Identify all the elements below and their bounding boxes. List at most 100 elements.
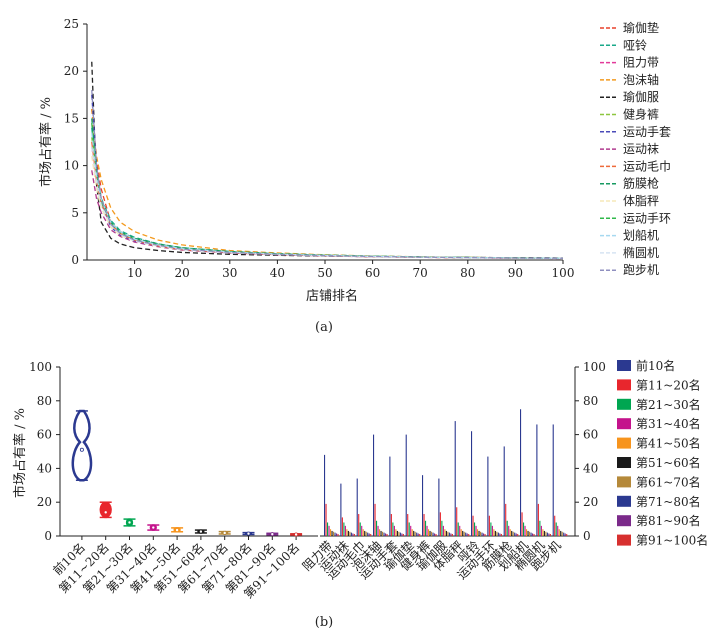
panel-b-bar	[545, 531, 547, 536]
panel-b-bar	[521, 512, 523, 536]
panel-b-bar	[536, 424, 538, 536]
panel-b-bar	[494, 530, 496, 536]
panel-b-bar	[508, 525, 510, 536]
panel-a-series-line	[91, 132, 564, 259]
panel-b-bar	[457, 522, 459, 536]
panel-b-bar	[341, 517, 343, 536]
panel-b-bar	[540, 525, 542, 536]
panel-a-legend-label: 体脂秤	[623, 193, 659, 208]
panel-b-bar	[511, 530, 513, 536]
panel-b-bar	[546, 532, 548, 536]
panel-a-ytick-label: 25	[64, 17, 79, 31]
panel-b-bar	[468, 533, 470, 536]
panel-b-legend-swatch	[617, 495, 631, 507]
panel-b-legend-label: 第21~30名	[636, 397, 701, 412]
panel-b-bar	[466, 533, 468, 536]
panel-b-bar	[350, 532, 352, 536]
panel-b-bar	[487, 456, 489, 536]
panel-b-left-ytick-label: 20	[37, 495, 52, 509]
panel-b-legend-label: 前10名	[636, 358, 675, 373]
panel-b-bar	[497, 532, 499, 536]
panel-a-legend-label: 划船机	[623, 229, 659, 243]
panel-b-bar	[364, 530, 366, 536]
panel-b-violin-median	[270, 532, 275, 537]
panel-b-bar	[352, 533, 354, 536]
panel-b-bar	[330, 529, 332, 536]
panel-a-legend-label: 瑜伽服	[623, 89, 659, 104]
panel-b-bar	[509, 529, 511, 536]
panel-b-bar	[434, 533, 436, 536]
panel-b-bar	[370, 533, 372, 536]
panel-b-legend-swatch	[617, 437, 631, 449]
panel-a-legend-label: 阻力带	[623, 56, 659, 70]
panel-b-bar	[564, 533, 566, 536]
panel-b-bar	[543, 530, 545, 536]
panel-b-bar	[561, 531, 563, 536]
panel-b-bar	[448, 532, 450, 536]
panel-a-series-line	[91, 108, 564, 259]
panel-b-bar	[512, 531, 514, 536]
panel-b-bar	[474, 522, 476, 536]
panel-a-series-line	[91, 146, 564, 260]
panel-a-series-line	[91, 127, 564, 259]
panel-b-bar	[459, 525, 461, 536]
panel-b-bar	[451, 533, 453, 536]
panel-a-series-line	[91, 61, 564, 259]
panel-b-bar	[385, 533, 387, 536]
panel-a-series-line	[91, 137, 564, 259]
panel-b-bar	[450, 533, 452, 536]
panel-b-legend-swatch	[617, 379, 631, 391]
panel-b-bar	[419, 533, 421, 536]
panel-b-bar	[533, 533, 535, 536]
panel-b-bar	[475, 525, 477, 536]
panel-b-right-ytick-label: 80	[583, 394, 598, 408]
panel-a-series-line	[91, 118, 564, 259]
panel-a-legend-label: 椭圆机	[623, 245, 659, 260]
panel-b-bar	[438, 478, 440, 536]
panel-a-lines	[91, 61, 564, 260]
panel-b-right-ytick-label: 100	[583, 360, 606, 374]
panel-b-bar	[517, 533, 519, 536]
panel-b-violin-median	[198, 529, 203, 534]
panel-b-legend-label: 第81~90名	[636, 513, 701, 528]
panel-b-violin-axes: 020406080100前10名第11~20名第21~30名第31~40名第41…	[29, 360, 318, 601]
panel-b-legend-swatch	[617, 398, 631, 410]
panel-b-bar	[336, 533, 338, 536]
panel-b-bar	[445, 530, 447, 536]
panel-b-legend-swatch	[617, 476, 631, 488]
panel-b-bar	[431, 531, 433, 536]
panel-b-right-ytick-label: 20	[583, 495, 598, 509]
panel-b-bar	[465, 532, 467, 536]
panel-b-bar	[426, 525, 428, 536]
panel-a-legend-label: 运动毛巾	[623, 159, 671, 173]
panel-b-legend-label: 第71~80名	[636, 494, 701, 509]
panel-a-ytick-label: 15	[64, 111, 79, 125]
panel-b-violin-median	[103, 510, 108, 515]
panel-b-bar	[441, 520, 443, 536]
panel-b-bar	[346, 529, 348, 536]
panel-b-bar	[402, 533, 404, 536]
panel-b-bar	[523, 522, 525, 536]
panel-a-xtick-label: 10	[127, 266, 142, 280]
panel-a-legend-label: 运动手环	[623, 211, 671, 225]
panel-b-bar	[432, 532, 434, 536]
panel-b-violin	[99, 501, 112, 519]
panel-a-xtick-label: 50	[317, 266, 332, 280]
panel-b-bar	[499, 533, 501, 536]
panel-b-bar	[344, 525, 346, 536]
panel-b-bar	[356, 478, 358, 536]
panel-b-violin-median	[175, 528, 180, 533]
panel-a-xtick-label: 80	[460, 266, 475, 280]
panel-b-bar	[416, 532, 418, 536]
panel-b-legend-label: 第11~20名	[636, 377, 701, 392]
panel-b-bar	[328, 525, 330, 536]
panel-b-bar	[347, 530, 349, 536]
panel-a-series-line	[91, 146, 564, 260]
panel-b: 0 20 40 60 80 100 前10名第11~20名第21~30名第31~40名第41…	[12, 358, 708, 630]
panel-b-left-ytick-label: 100	[29, 360, 52, 374]
panel-b-bar	[362, 529, 364, 536]
panel-b-violin	[71, 409, 93, 482]
panel-b-bar	[484, 533, 486, 536]
panel-b-bar	[560, 530, 562, 536]
panel-b-bar	[447, 531, 449, 536]
